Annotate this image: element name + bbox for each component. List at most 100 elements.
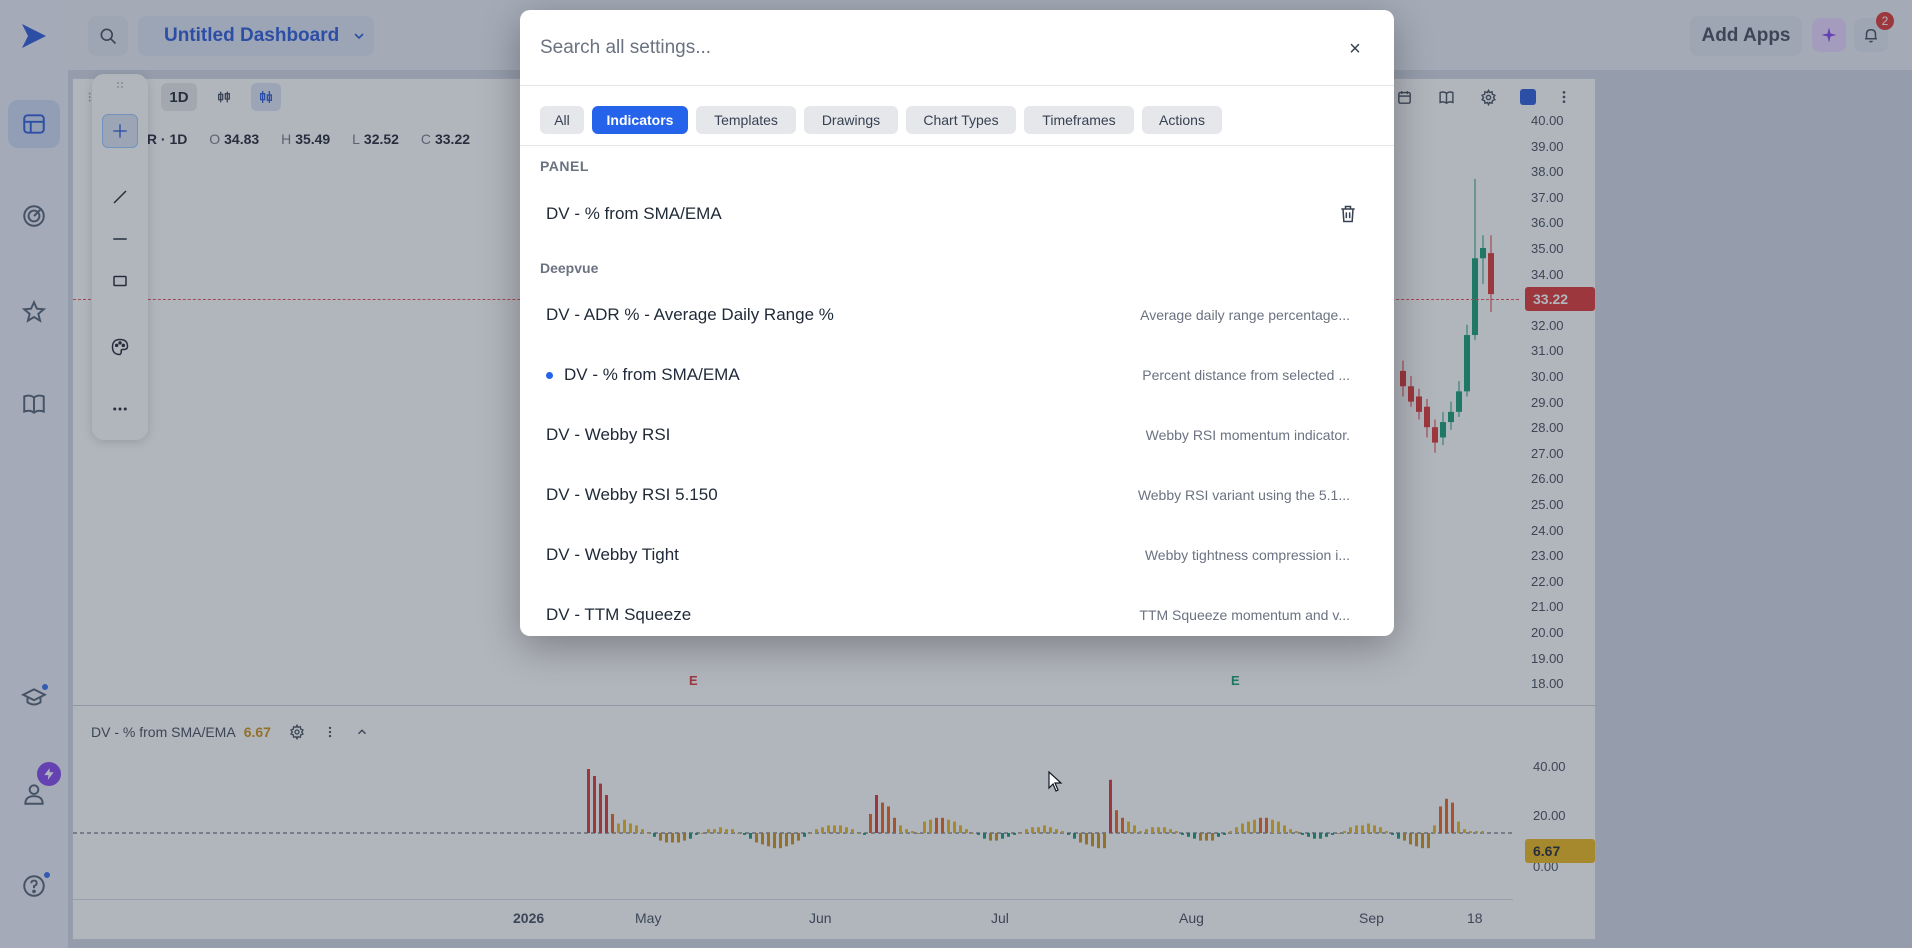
- star-icon[interactable]: [8, 288, 60, 336]
- indicator-bar: [935, 817, 938, 833]
- ai-sparkle-icon[interactable]: [1812, 18, 1846, 52]
- list-item[interactable]: DV - TTM Squeeze TTM Squeeze momentum an…: [530, 588, 1370, 636]
- collapse-chevron-icon[interactable]: [355, 725, 369, 739]
- more-vertical-icon[interactable]: [1549, 83, 1579, 111]
- list-item[interactable]: DV - % from SMA/EMA Percent distance fro…: [530, 348, 1370, 402]
- pane-divider[interactable]: [73, 705, 1597, 706]
- open-value: 34.83: [224, 131, 260, 147]
- candle-body: [1432, 427, 1438, 443]
- price-chart[interactable]: [73, 113, 1513, 669]
- earnings-marker[interactable]: E: [1231, 673, 1240, 688]
- candle-body: [1408, 386, 1414, 402]
- indicator-bar: [869, 814, 872, 833]
- indicator-settings-icon[interactable]: [289, 724, 305, 740]
- high-value: 35.49: [295, 131, 331, 147]
- indicator-bar: [1415, 833, 1418, 847]
- indicator-bar: [1253, 819, 1256, 833]
- indicator-bar: [707, 829, 710, 833]
- color-swatch-icon[interactable]: [1513, 83, 1543, 111]
- radar-icon[interactable]: [8, 192, 60, 240]
- indicator-bar: [1187, 833, 1190, 837]
- indicator-bar: [1373, 825, 1376, 833]
- time-label: 2026: [513, 910, 545, 926]
- tab-indicators[interactable]: Indicators: [592, 106, 688, 134]
- tab-all[interactable]: All: [540, 106, 584, 134]
- timeframe-button[interactable]: 1D: [161, 83, 197, 111]
- calendar-icon[interactable]: [1389, 83, 1419, 111]
- more-horizontal-icon[interactable]: [102, 392, 138, 426]
- book-icon[interactable]: [8, 380, 60, 428]
- indicator-bar: [1367, 823, 1370, 833]
- list-item[interactable]: DV - Webby Tight Webby tightness compres…: [530, 528, 1370, 582]
- indicator-bar: [647, 833, 650, 834]
- indicator-bar: [1031, 827, 1034, 833]
- indicator-bar: [1403, 833, 1406, 841]
- indicator-bar: [1103, 833, 1106, 849]
- list-item[interactable]: DV - Webby RSI 5.150 Webby RSI variant u…: [530, 468, 1370, 522]
- dashboard-selector[interactable]: Untitled Dashboard: [138, 16, 374, 56]
- indicator-bar: [1457, 821, 1460, 833]
- time-label: May: [635, 910, 662, 926]
- rectangle-icon[interactable]: [102, 264, 138, 298]
- indicator-name[interactable]: DV - % from SMA/EMA: [91, 724, 236, 740]
- tab-actions[interactable]: Actions: [1142, 106, 1222, 134]
- close-icon[interactable]: ×: [1349, 37, 1361, 60]
- journal-icon[interactable]: [1431, 83, 1461, 111]
- tab-templates[interactable]: Templates: [696, 106, 796, 134]
- indicator-bar: [689, 833, 692, 839]
- compare-icon[interactable]: [209, 83, 239, 111]
- list-item[interactable]: DV - ADR % - Average Daily Range % Avera…: [530, 288, 1370, 342]
- list-item[interactable]: DV - % from SMA/EMA: [530, 187, 1370, 241]
- item-title: DV - Webby RSI 5.150: [546, 485, 718, 504]
- gear-icon[interactable]: [1473, 83, 1503, 111]
- indicator-chart[interactable]: [73, 769, 1513, 897]
- search-input[interactable]: [540, 30, 1320, 66]
- indicator-bar: [1235, 827, 1238, 833]
- price-tick: 38.00: [1531, 164, 1564, 180]
- indicator-bar: [1079, 833, 1082, 843]
- trash-icon[interactable]: [1338, 204, 1358, 224]
- help-icon[interactable]: [8, 862, 60, 910]
- indicator-bar: [743, 833, 746, 835]
- price-tick: 29.00: [1531, 394, 1564, 410]
- dashboard-icon[interactable]: [8, 100, 60, 148]
- price-tick: 24.00: [1531, 522, 1564, 538]
- search-row: ×: [520, 10, 1394, 86]
- indicator-more-icon[interactable]: [323, 725, 337, 739]
- palette-icon[interactable]: [102, 330, 138, 364]
- list-item[interactable]: DV - Webby RSI Webby RSI momentum indica…: [530, 408, 1370, 462]
- tab-timeframes[interactable]: Timeframes: [1024, 106, 1134, 134]
- indicator-bar: [803, 833, 806, 837]
- time-axis[interactable]: 2026 May Jun Jul Aug Sep 18: [73, 899, 1513, 939]
- indicator-bar: [617, 823, 620, 833]
- indicator-header: DV - % from SMA/EMA 6.67: [91, 719, 369, 745]
- chart-toolbar: 1D: [73, 79, 1595, 113]
- crosshair-icon[interactable]: [102, 114, 138, 148]
- trendline-icon[interactable]: [102, 180, 138, 214]
- indicator-bar: [1283, 825, 1286, 833]
- horizontal-line-icon[interactable]: [102, 222, 138, 256]
- search-icon[interactable]: [88, 16, 128, 56]
- price-tick: 35.00: [1531, 241, 1564, 256]
- bell-icon[interactable]: 2: [1854, 12, 1894, 52]
- add-apps-button[interactable]: Add Apps: [1690, 16, 1802, 56]
- item-title: DV - % from SMA/EMA: [546, 204, 722, 223]
- user-icon[interactable]: [8, 770, 60, 818]
- item-description: Webby RSI variant using the 5.1...: [1137, 487, 1350, 503]
- price-tick: 28.00: [1531, 420, 1564, 436]
- price-tick: 21.00: [1531, 599, 1564, 615]
- logo-icon[interactable]: [18, 20, 50, 52]
- indicator-bar: [983, 833, 986, 839]
- drag-handle-icon[interactable]: [102, 74, 138, 96]
- close-label: C: [420, 131, 431, 147]
- graduation-cap-icon[interactable]: [8, 674, 60, 722]
- tab-drawings[interactable]: Drawings: [804, 106, 898, 134]
- earnings-marker[interactable]: E: [689, 673, 698, 688]
- candle-body: [1448, 411, 1454, 423]
- item-description: TTM Squeeze momentum and v...: [1139, 607, 1350, 623]
- indicator-bar: [1463, 829, 1466, 833]
- indicator-bar: [995, 833, 998, 841]
- candles-icon[interactable]: [251, 83, 281, 111]
- indicator-bar: [683, 833, 686, 841]
- tab-chart-types[interactable]: Chart Types: [906, 106, 1016, 134]
